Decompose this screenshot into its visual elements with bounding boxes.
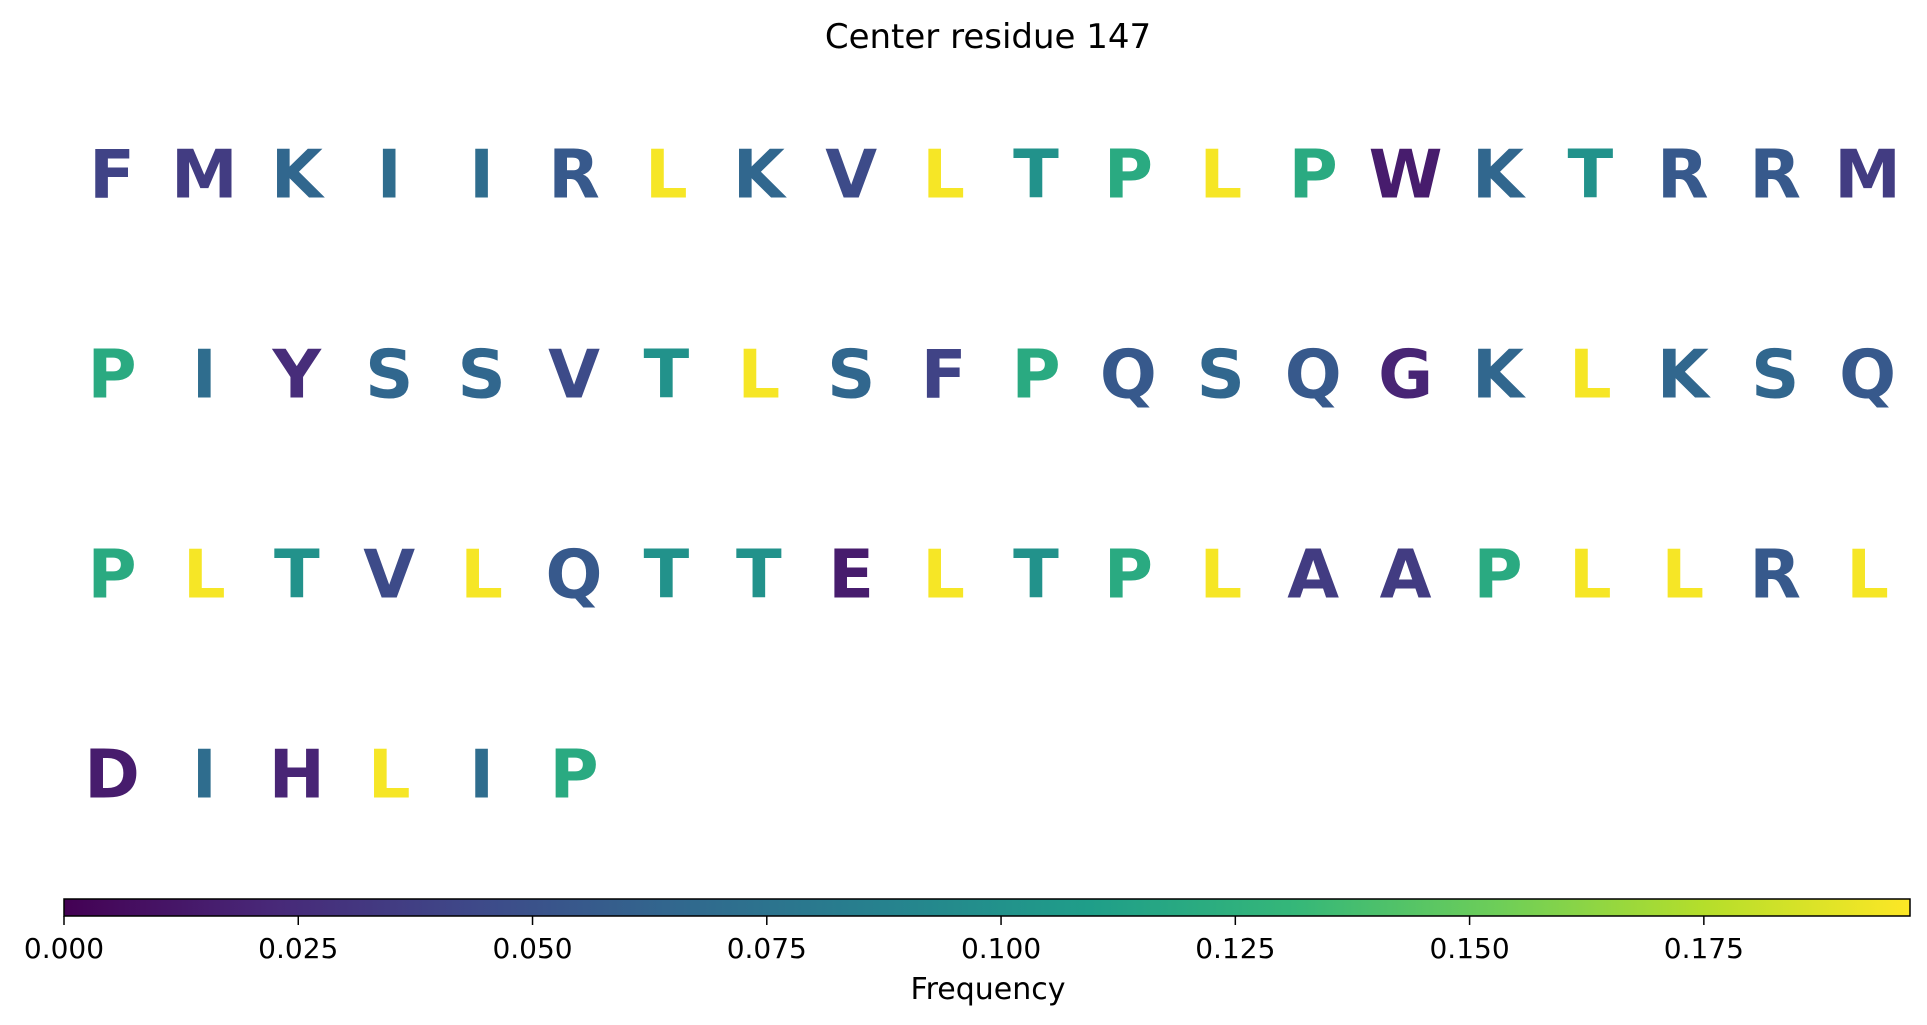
residue-letter: P <box>1011 336 1060 414</box>
residue-letter: T <box>1013 536 1059 614</box>
residue-letter: R <box>1749 136 1801 214</box>
colorbar-tick-label: 0.150 <box>1429 932 1509 965</box>
residue-letter: P <box>1289 136 1338 214</box>
residue-letter: S <box>1197 336 1245 414</box>
residue-letter: V <box>363 536 415 614</box>
residue-letter: K <box>1657 336 1711 414</box>
residue-letter: K <box>1472 336 1526 414</box>
residue-letter: L <box>460 536 503 614</box>
residue-letter: I <box>469 136 494 214</box>
residue-letter: K <box>1472 136 1526 214</box>
residue-letter: L <box>1199 536 1242 614</box>
colorbar-tick-label: 0.125 <box>1195 932 1275 965</box>
residue-letter: L <box>645 136 688 214</box>
residue-letter: R <box>1749 536 1801 614</box>
residue-letter: L <box>1569 536 1612 614</box>
residue-letter: F <box>921 336 967 414</box>
residue-letter: T <box>274 536 320 614</box>
residue-letter: M <box>171 136 238 214</box>
residue-letter: L <box>368 736 411 814</box>
residue-letter: Q <box>1100 336 1157 414</box>
residue-letter: Q <box>1285 336 1342 414</box>
residue-letter: G <box>1378 336 1433 414</box>
residue-letter: T <box>1568 136 1614 214</box>
residue-letter: L <box>183 536 226 614</box>
residue-letter: P <box>1473 536 1522 614</box>
colorbar-tick-label: 0.025 <box>258 932 338 965</box>
residue-letter: H <box>269 736 325 814</box>
residue-letter: V <box>825 136 877 214</box>
residue-grid: F M K I I R L K V L T P L P W K T R R MP I Y S S V T L S F P Q S Q G K L K S Q… <box>84 136 1901 814</box>
residue-letter: I <box>469 736 494 814</box>
colorbar-tick-label: 0.100 <box>961 932 1041 965</box>
residue-letter: S <box>827 336 875 414</box>
chart-title: Center residue 147 <box>825 17 1151 57</box>
residue-letter: L <box>1199 136 1242 214</box>
residue-letter: A <box>1380 536 1432 614</box>
residue-letter: A <box>1287 536 1339 614</box>
residue-letter: F <box>89 136 135 214</box>
residue-letter: W <box>1369 136 1443 214</box>
residue-letter: T <box>644 536 690 614</box>
residue-letter: L <box>922 136 965 214</box>
residue-letter: I <box>192 336 217 414</box>
residue-letter: Y <box>272 336 323 414</box>
residue-letter: L <box>1846 536 1889 614</box>
residue-letter: R <box>1657 136 1709 214</box>
residue-letter: S <box>1751 336 1799 414</box>
residue-letter: P <box>1104 536 1153 614</box>
colorbar: 0.000 0.025 0.050 0.075 0.100 0.125 0.150 0.175… <box>24 898 1911 1007</box>
colorbar-tick-label: 0.175 <box>1664 932 1744 965</box>
residue-letter: P <box>549 736 598 814</box>
residue-letter: S <box>457 336 505 414</box>
residue-letter: T <box>736 536 782 614</box>
residue-letter: T <box>1013 136 1059 214</box>
residue-letter: I <box>192 736 217 814</box>
residue-letter: T <box>644 336 690 414</box>
residue-letter: L <box>1661 536 1704 614</box>
residue-letter: K <box>733 136 787 214</box>
colorbar-tick-label: 0.000 <box>24 932 104 965</box>
residue-letter: L <box>922 536 965 614</box>
colorbar-tick-label: 0.050 <box>492 932 572 965</box>
residue-letter: Q <box>546 536 603 614</box>
residue-letter: D <box>84 736 140 814</box>
residue-letter: R <box>548 136 600 214</box>
residue-letter: L <box>737 336 780 414</box>
residue-letter: P <box>87 336 136 414</box>
residue-letter: M <box>1834 136 1901 214</box>
colorbar-gradient <box>63 898 1911 917</box>
colorbar-tick-label: 0.075 <box>727 932 807 965</box>
residue-letter: S <box>365 336 413 414</box>
residue-letter: V <box>548 336 600 414</box>
residue-letter: P <box>87 536 136 614</box>
residue-letter: E <box>828 536 874 614</box>
residue-letter: K <box>271 136 325 214</box>
colorbar-ticks: 0.000 0.025 0.050 0.075 0.100 0.125 0.150 0.175 <box>24 916 1744 965</box>
residue-letter: Q <box>1839 336 1896 414</box>
residue-letter: I <box>377 136 402 214</box>
residue-letter: L <box>1569 336 1612 414</box>
residue-letter: P <box>1104 136 1153 214</box>
colorbar-label: Frequency <box>911 972 1066 1007</box>
